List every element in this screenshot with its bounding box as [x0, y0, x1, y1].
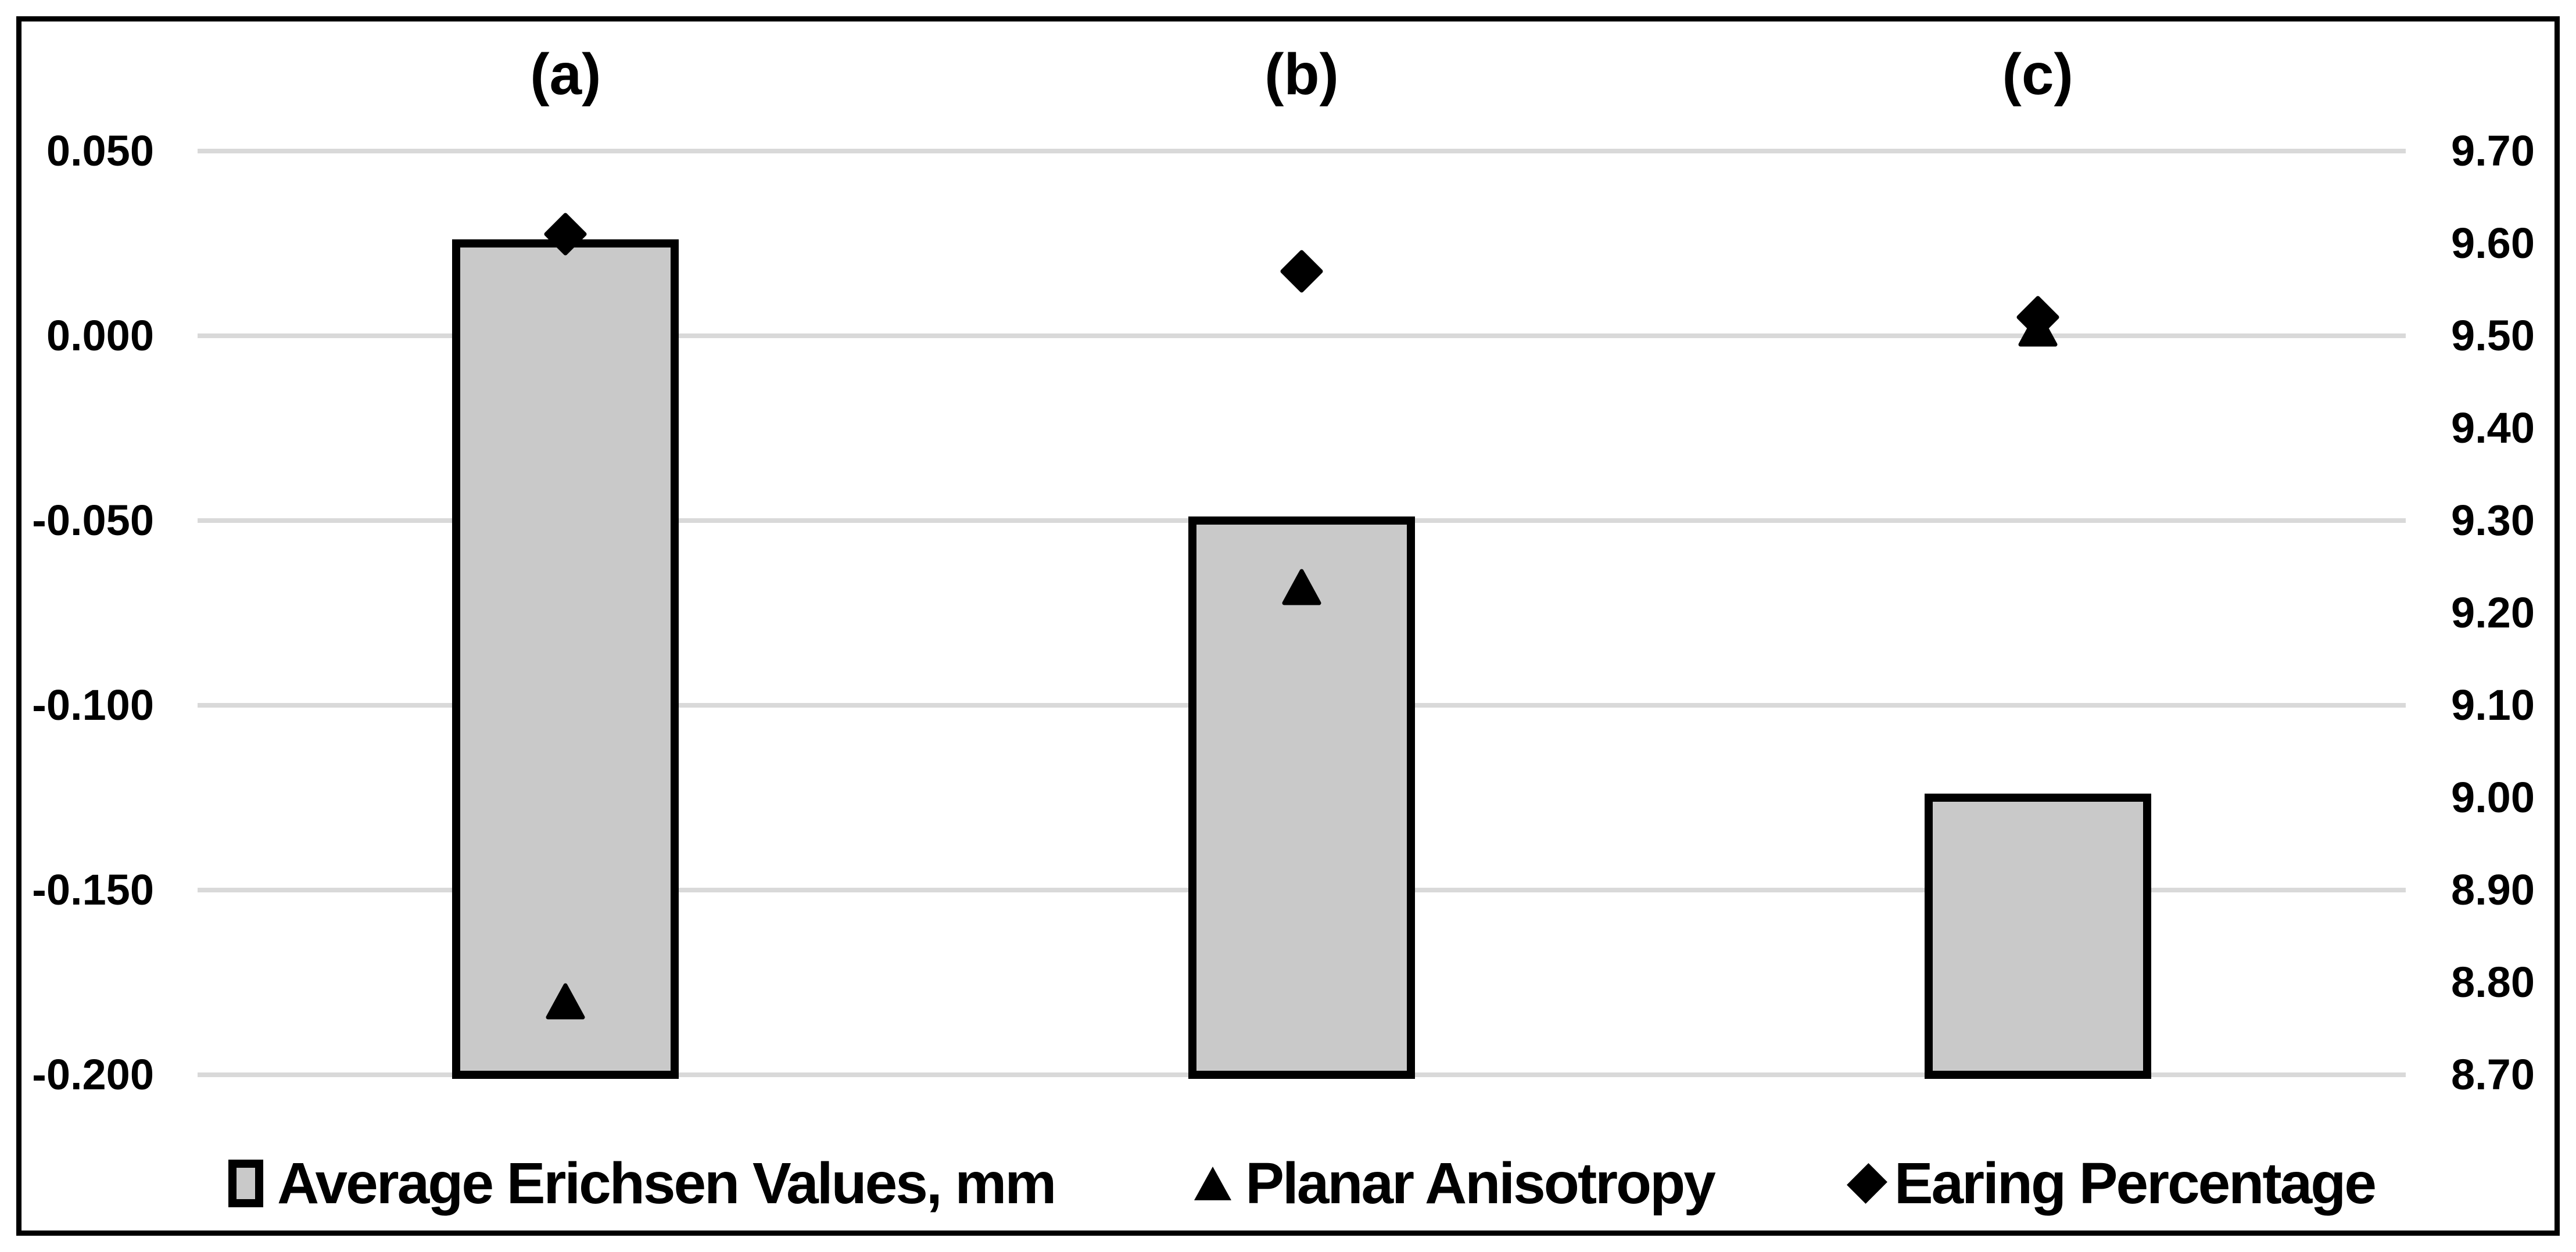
legend: Average Erichsen Values, mm Planar Anisot…	[198, 1143, 2406, 1224]
legend-label: Earing Percentage	[1894, 1151, 2377, 1216]
legend-diamond-icon	[1846, 1163, 1887, 1204]
left-axis-tick: -0.050	[32, 496, 154, 544]
panel-title: (b)	[1264, 42, 1339, 107]
legend-item: Planar Anisotropy	[1194, 1151, 1716, 1216]
right-axis-tick: 9.60	[2450, 219, 2535, 267]
legend-label: Planar Anisotropy	[1245, 1151, 1716, 1216]
legend-bar-swatch-icon	[228, 1160, 264, 1207]
right-axis-tick: 8.90	[2450, 866, 2535, 914]
panel-title: (a)	[530, 42, 601, 107]
legend-item: Average Erichsen Values, mm	[228, 1151, 1056, 1216]
left-axis-tick: -0.150	[32, 866, 154, 914]
left-axis-tick: 0.000	[46, 311, 154, 360]
right-axis-tick: 9.00	[2450, 773, 2535, 821]
legend-item: Earing Percentage	[1846, 1151, 2377, 1216]
erichsen-bar	[1924, 794, 2151, 1079]
legend-label: Average Erichsen Values, mm	[277, 1151, 1056, 1216]
right-axis-tick: 8.80	[2450, 958, 2535, 1006]
earing-percentage-marker	[2016, 296, 2059, 339]
legend-triangle-icon	[1194, 1167, 1232, 1200]
right-axis-tick: 9.20	[2450, 589, 2535, 637]
left-axis-tick: -0.100	[32, 681, 154, 729]
right-axis-tick: 9.30	[2450, 496, 2535, 544]
right-axis-tick: 9.70	[2450, 127, 2535, 175]
gridline	[198, 333, 2406, 338]
panel-title: (c)	[2002, 42, 2073, 107]
right-axis-tick: 9.40	[2450, 404, 2535, 452]
planar-anisotropy-marker	[1282, 569, 1321, 605]
earing-percentage-marker	[544, 213, 587, 256]
erichsen-bar	[1188, 516, 1415, 1079]
right-axis-tick: 9.50	[2450, 311, 2535, 360]
gridline	[198, 149, 2406, 153]
right-axis-tick: 9.10	[2450, 681, 2535, 729]
right-axis-tick: 8.70	[2450, 1050, 2535, 1099]
erichsen-bar	[452, 239, 679, 1079]
earing-percentage-marker	[1280, 250, 1323, 293]
planar-anisotropy-marker	[546, 983, 585, 1020]
left-axis-tick: 0.050	[46, 127, 154, 175]
left-axis-tick: -0.200	[32, 1050, 154, 1099]
